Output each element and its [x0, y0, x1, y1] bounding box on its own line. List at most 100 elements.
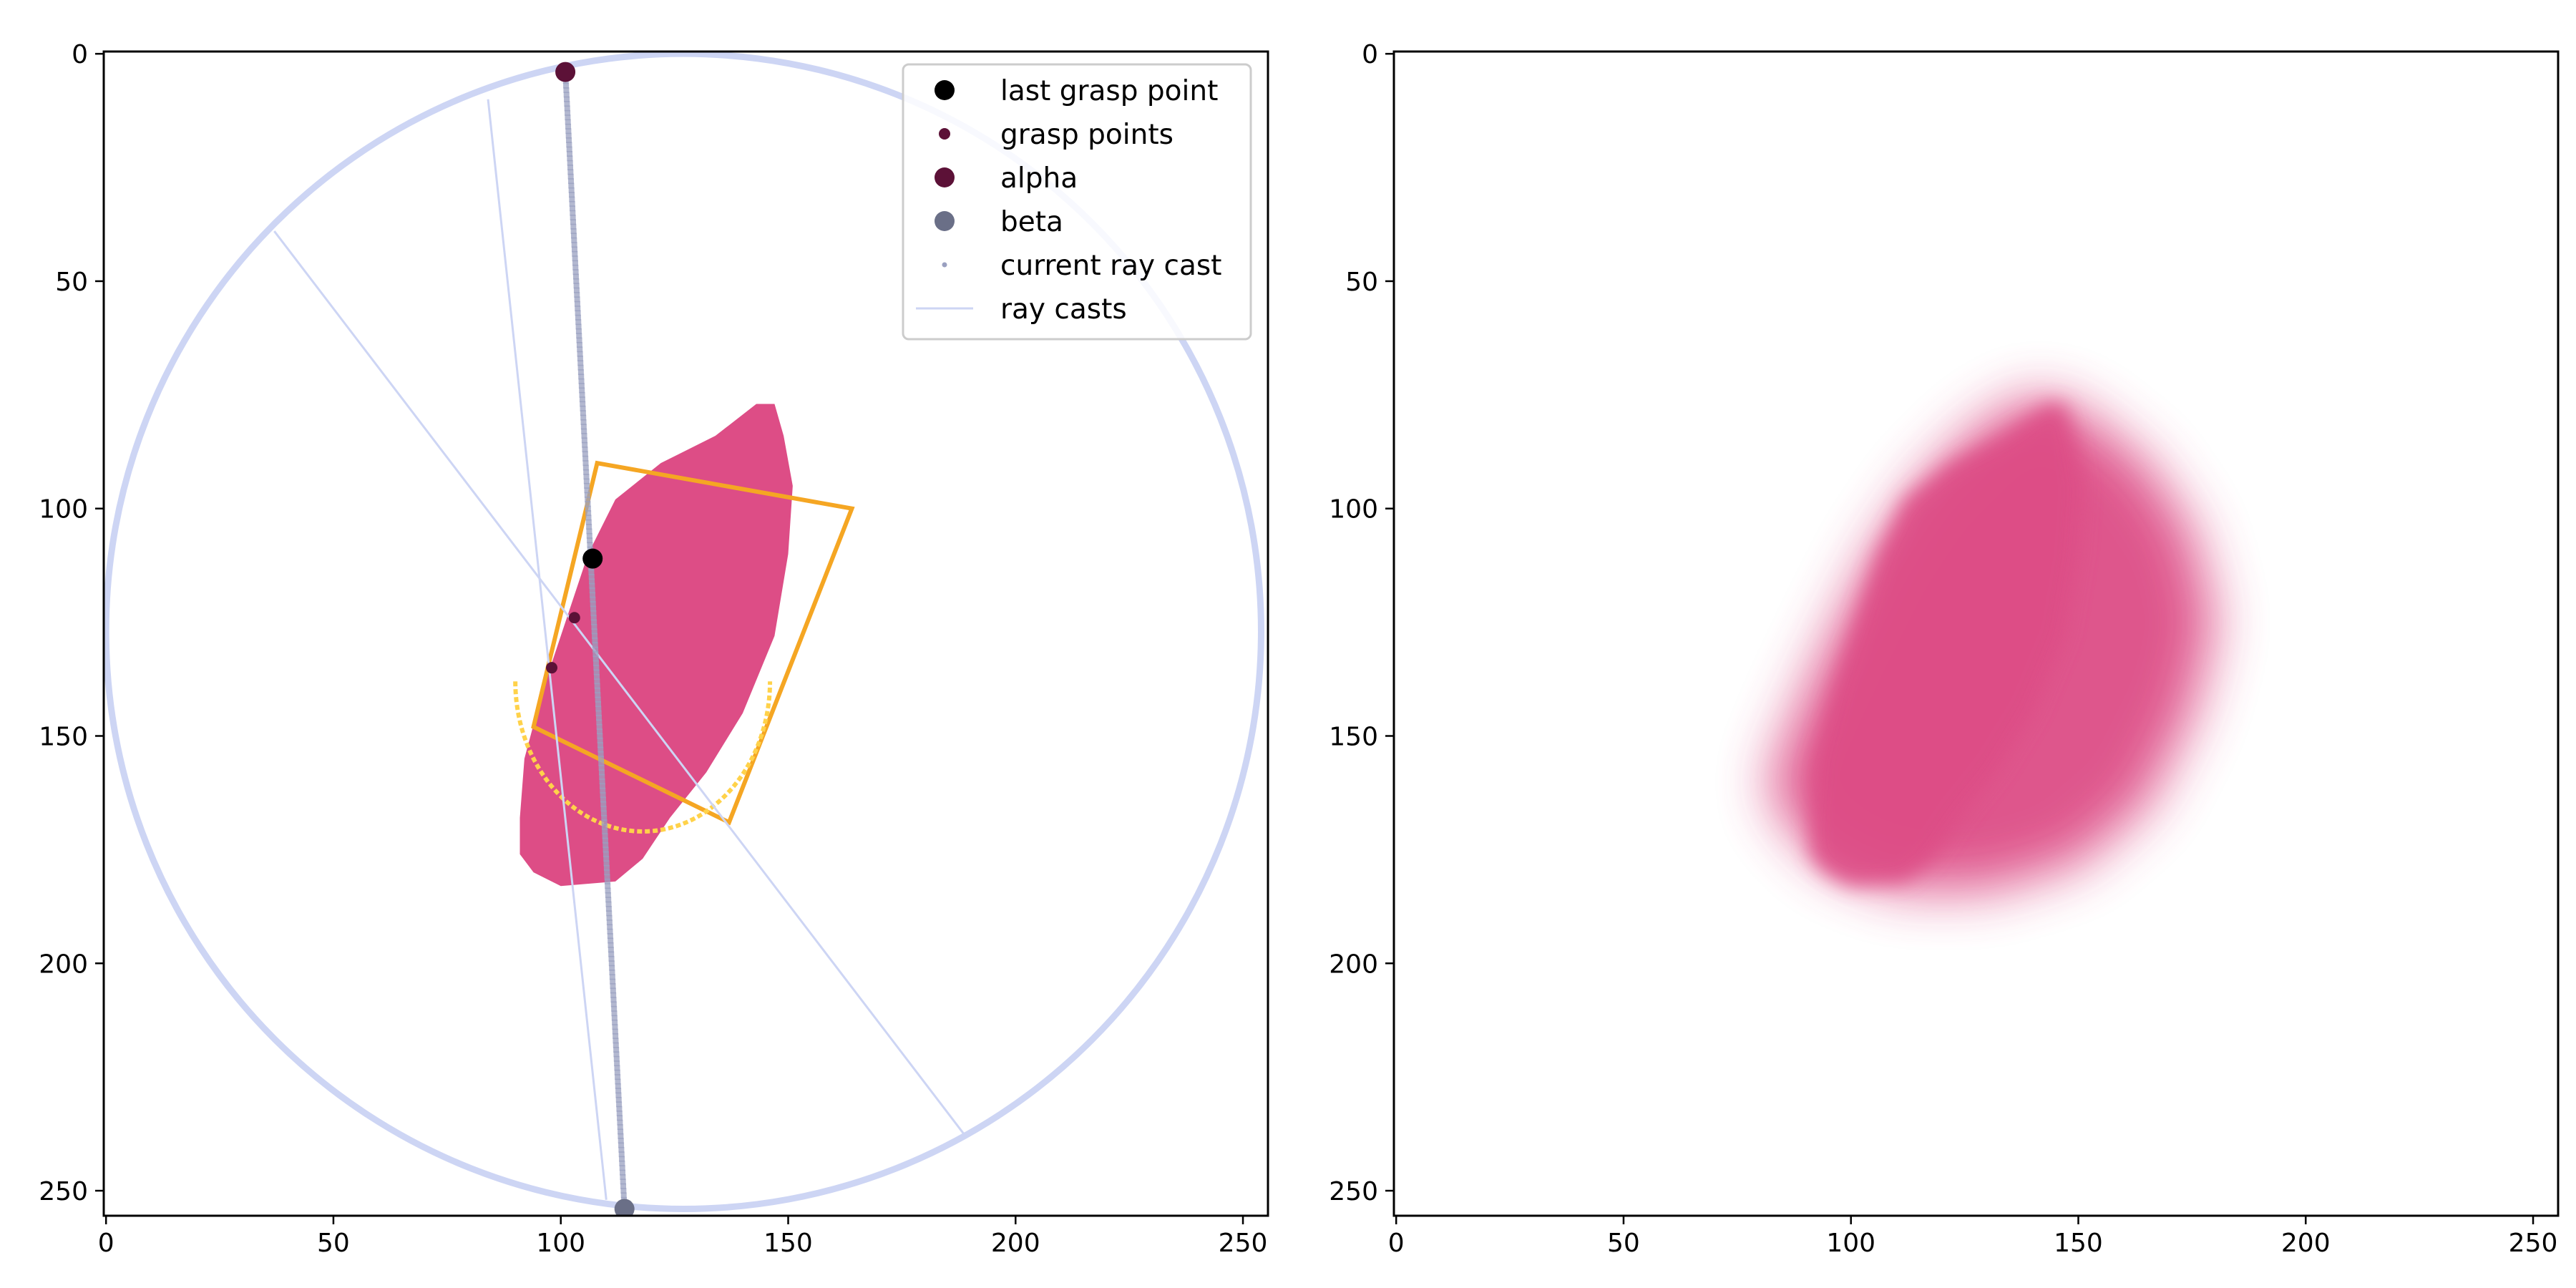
ray-cast-point	[575, 323, 582, 330]
ray-cast-point	[580, 414, 587, 421]
ray-cast-point	[590, 605, 597, 612]
ray-cast-point	[575, 319, 582, 326]
ray-cast-point	[595, 692, 601, 698]
ray-cast-point	[572, 250, 578, 257]
ray-cast-point	[613, 1055, 620, 1062]
ray-cast-point	[618, 1142, 625, 1148]
legend-marker-small	[939, 128, 950, 140]
ray-cast-point	[591, 619, 597, 625]
ray-cast-point	[610, 978, 616, 985]
ray-cast-point	[565, 123, 572, 130]
ray-cast-point	[594, 678, 600, 685]
left-y-ticks: 0 50 100 150 200 250	[39, 40, 104, 1206]
ray-cast-point	[608, 942, 614, 948]
ray-cast-point	[597, 751, 604, 757]
ray-cast-point	[575, 310, 581, 316]
ray-cast-point	[577, 351, 583, 357]
x-tick-label: 200	[2281, 1229, 2331, 1258]
ray-cast-point	[591, 628, 597, 635]
ray-cast-point	[589, 582, 595, 589]
ray-cast-point	[589, 578, 595, 585]
ray-cast-point	[602, 837, 608, 844]
ray-cast-point	[610, 992, 617, 998]
y-tick-label: 200	[1329, 950, 1378, 979]
ray-cast-point	[605, 892, 611, 898]
ray-cast-point	[574, 296, 580, 303]
ray-cast-point	[615, 1092, 622, 1098]
ray-cast-point	[576, 337, 582, 343]
ray-cast-point	[613, 1047, 620, 1053]
y-tick-label: 50	[1345, 268, 1378, 297]
ray-cast-point	[607, 933, 613, 940]
ray-cast-point	[620, 1169, 626, 1176]
ray-cast-point	[600, 787, 606, 794]
ray-cast-point	[572, 264, 579, 270]
legend-marker	[935, 80, 955, 100]
x-tick-label: 50	[317, 1229, 350, 1258]
ray-cast-point	[602, 833, 608, 839]
ray-cast-point	[588, 569, 595, 575]
ray-cast-point	[619, 1160, 625, 1166]
ray-cast-point	[597, 756, 604, 762]
boundary-circle	[104, 52, 1264, 1212]
ray-cast-point	[574, 292, 580, 298]
ray-cast-point	[611, 1015, 618, 1021]
ray-cast-point	[617, 1124, 623, 1131]
object-mask	[519, 404, 793, 887]
ray-cast-point	[580, 401, 586, 407]
ray-cast-point	[586, 528, 592, 535]
ray-cast-point	[597, 737, 603, 743]
ray-cast-point	[592, 642, 598, 648]
ray-cast-point	[615, 1088, 622, 1094]
ray-cast-point	[596, 715, 602, 721]
ray-cast-point	[620, 1179, 626, 1185]
ray-cast-point	[604, 878, 610, 884]
ray-cast-point	[566, 146, 572, 152]
ray-cast-point	[573, 283, 580, 289]
ray-cast-point	[567, 160, 573, 166]
ray-cast-point	[564, 96, 570, 102]
ray-cast-point	[565, 132, 572, 139]
ray-cast-point	[581, 433, 587, 439]
ray-cast-point	[572, 269, 579, 275]
ray-cast-point	[592, 646, 599, 653]
y-tick-label: 200	[39, 950, 88, 979]
ray-cast-point	[615, 1096, 622, 1103]
ray-cast-point	[578, 378, 585, 384]
legend-label: grasp points	[1000, 119, 1174, 151]
ray-cast-point	[605, 897, 612, 903]
blurred-mask-core	[1810, 404, 2083, 887]
ray-cast-point	[608, 937, 614, 944]
y-tick-label: 250	[1329, 1177, 1378, 1206]
y-tick-label: 0	[72, 40, 88, 69]
ray-cast-point	[616, 1101, 623, 1108]
ray-cast-point	[571, 246, 577, 253]
ray-cast-point	[593, 665, 600, 671]
ray-cast-point	[590, 596, 596, 602]
ray-cast-point	[565, 114, 571, 121]
ray-cast-point	[572, 260, 578, 266]
y-tick-label: 100	[39, 495, 88, 525]
ray-cast-point	[583, 474, 590, 480]
left-plot-area	[104, 52, 1264, 1216]
ray-cast-point	[613, 1038, 619, 1044]
ray-cast-point	[569, 192, 575, 198]
ray-cast-point	[607, 924, 613, 930]
ray-cast-point	[592, 651, 599, 658]
ray-cast-point	[597, 746, 604, 753]
x-tick-label: 250	[1219, 1229, 1268, 1258]
ray-cast-point	[567, 169, 574, 175]
ray-cast-point	[584, 492, 590, 498]
ray-cast-point	[606, 914, 613, 921]
ray-cast-point	[594, 673, 600, 680]
ray-cast-point	[564, 101, 570, 107]
blurred-object-mask	[1769, 394, 2215, 891]
legend-entries: last grasp point grasp points alpha beta cur…	[916, 75, 1221, 326]
ray-cast-point	[610, 987, 616, 994]
ray-cast-point	[587, 537, 593, 544]
ray-cast-point	[576, 333, 582, 339]
ray-cast-point	[577, 369, 584, 376]
ray-cast-point	[610, 983, 616, 990]
right-axes-frame	[1392, 50, 2560, 1217]
ray-cast-point	[568, 187, 575, 193]
